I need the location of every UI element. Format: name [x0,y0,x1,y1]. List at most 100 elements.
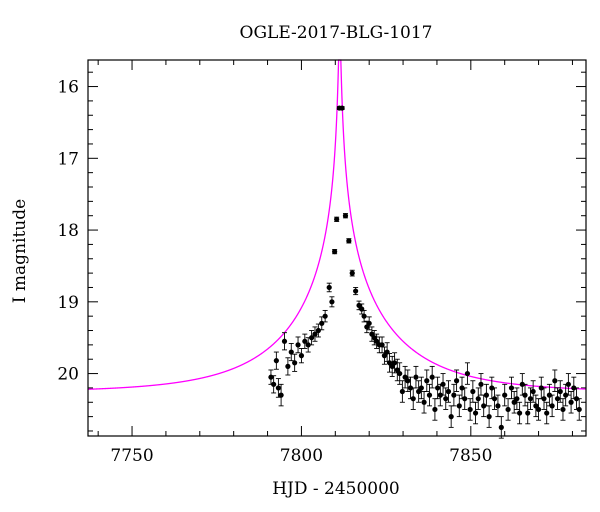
data-point [519,373,525,396]
point-marker [514,396,520,402]
x-tick-label: 7750 [110,446,153,466]
point-marker [483,392,489,398]
data-point [402,365,408,389]
data-point [514,387,520,410]
model-curve [87,59,587,390]
data-point [511,391,517,414]
point-marker [522,392,528,398]
data-point [334,216,340,222]
data-point [381,346,388,365]
point-marker [353,288,359,294]
chart-title: OGLE-2017-BLG-1017 [240,23,433,43]
point-marker [298,353,305,359]
point-marker [339,105,345,111]
data-point [410,387,416,410]
point-marker [285,363,291,369]
point-marker [381,353,388,359]
point-marker [288,349,294,355]
point-marker [478,381,484,387]
point-marker [361,313,367,319]
data-point [432,398,438,421]
data-point [483,383,489,407]
data-point [495,394,501,418]
point-marker [517,410,523,416]
data-point [552,369,558,392]
point-marker [440,381,446,387]
point-marker [525,410,531,416]
point-marker [535,406,542,413]
point-marker [332,248,338,255]
data-point [342,213,349,219]
data-point [353,287,359,296]
point-marker [273,358,279,364]
data-point [391,352,398,374]
data-point [315,323,321,338]
data-point [440,373,446,396]
data-point [424,369,430,392]
data-point [478,373,484,396]
point-marker [308,335,315,341]
data-point [386,353,393,373]
point-marker [519,381,525,387]
point-marker [560,406,566,413]
data-point [308,330,315,346]
point-marker [568,399,574,405]
point-marker [435,385,441,391]
data-point [533,394,539,418]
data-point [405,369,411,392]
data-point [544,401,550,425]
y-tick-label: 20 [57,365,79,385]
data-point [281,332,288,351]
point-marker [472,410,479,416]
data-point [571,376,577,400]
data-point [530,380,536,403]
data-point [366,316,372,331]
plot-frame [87,59,587,437]
y-tick-label: 19 [57,293,79,313]
data-point [502,383,508,407]
point-marker [275,385,281,391]
data-point [399,380,405,403]
point-marker [397,370,403,377]
point-marker [379,342,385,348]
data-point [459,376,465,400]
point-marker [505,406,511,413]
point-marker [426,392,433,398]
data-point [573,387,580,410]
data-point [491,387,498,410]
data-point [445,380,452,403]
point-marker [312,331,318,337]
point-marker [366,320,372,326]
point-marker [453,378,460,384]
data-point [563,383,569,407]
point-marker [448,414,454,420]
point-marker [451,392,457,398]
point-marker [563,392,569,398]
data-point [462,387,468,410]
point-marker [541,396,547,402]
point-marker [386,360,393,366]
point-marker [470,388,476,395]
data-point [361,309,367,323]
point-marker [549,403,555,409]
point-marker [421,399,427,405]
point-marker [315,327,321,334]
point-marker [533,403,539,409]
point-marker [530,388,536,395]
data-point [285,357,291,376]
point-marker [486,414,492,420]
data-point [329,296,335,308]
data-point [535,398,542,421]
data-point [312,326,318,342]
data-point [292,353,298,372]
data-point [541,387,547,410]
point-marker [475,396,481,402]
point-marker [481,403,487,409]
data-point [498,416,504,439]
data-point [508,376,515,400]
point-marker [462,396,468,402]
data-point [568,391,574,414]
point-marker [464,370,471,377]
data-point [549,394,555,418]
